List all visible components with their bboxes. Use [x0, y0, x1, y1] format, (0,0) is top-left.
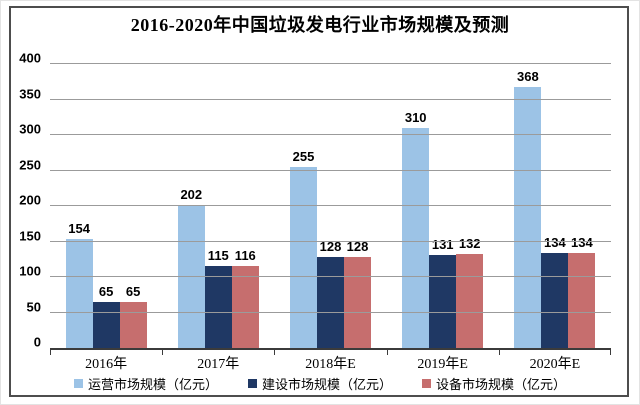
- x-axis-tick: [498, 350, 500, 355]
- bar-value-label: 134: [544, 234, 566, 250]
- y-tick-label-0: 0: [33, 334, 41, 350]
- bar-value-label: 115: [207, 248, 229, 264]
- bar-2017年-建设市场规模（亿元）: [204, 266, 232, 348]
- gridline-50: [50, 311, 611, 313]
- legend-item: 运营市场规模（亿元）: [73, 374, 218, 393]
- bar-value-label: 128: [346, 239, 369, 255]
- y-tick-label-200: 200: [19, 192, 41, 208]
- bar-2018年E-设备市场规模（亿元）: [344, 257, 371, 348]
- x-tick-label-2017年: 2017年: [197, 357, 240, 372]
- legend-label: 设备市场规模（亿元）: [436, 377, 567, 392]
- bar-2018年E-运营市场规模（亿元）: [290, 166, 317, 348]
- gridline-300: [50, 134, 611, 135]
- bar-wrap: 134: [541, 235, 569, 348]
- bar-wrap: 65: [119, 284, 147, 348]
- bar-2016年-设备市场规模（亿元）: [119, 301, 147, 348]
- y-tick-label-50: 50: [26, 299, 41, 314]
- gridline-250: [50, 169, 611, 171]
- bar-value-label: 368: [517, 68, 539, 84]
- x-axis-tick: [386, 350, 388, 355]
- y-tick-label-100: 100: [19, 263, 41, 279]
- bar-groups: 154 65 65 202 115 116 255 128 128 310 131 132 368 134…: [50, 64, 611, 348]
- bar-wrap: 128: [317, 239, 344, 348]
- bar-wrap: 255: [290, 149, 317, 348]
- x-tick-label-2019年E: 2019年E: [417, 357, 468, 372]
- x-axis: 2016年 2017年 2018年E 2019年E 2020年E: [50, 353, 611, 373]
- y-tick-label-400: 400: [19, 50, 41, 66]
- legend: 运营市场规模（亿元） 建设市场规模（亿元） 设备市场规模（亿元）: [1, 374, 639, 393]
- bar-group-2018年E: 255 128 128: [274, 64, 386, 348]
- bar-value-label: 65: [125, 283, 141, 299]
- legend-label: 运营市场规模（亿元）: [87, 377, 218, 392]
- legend-swatch-icon: [422, 379, 431, 388]
- bar-wrap: 115: [204, 248, 232, 348]
- bar-wrap: 131: [429, 237, 457, 348]
- gridline-100: [50, 276, 611, 277]
- gridline-200: [50, 205, 611, 206]
- legend-label: 建设市场规模（亿元）: [261, 377, 392, 392]
- legend-item: 设备市场规模（亿元）: [422, 374, 566, 393]
- bar-wrap: 134: [568, 235, 596, 348]
- gridline-400: [50, 63, 611, 64]
- bar-value-label: 131: [431, 237, 454, 252]
- bar-wrap: 116: [231, 248, 259, 348]
- x-axis-tick: [162, 350, 164, 355]
- bar-wrap: 368: [514, 69, 542, 348]
- bar-2019年E-运营市场规模（亿元）: [402, 127, 430, 348]
- bar-value-label: 65: [98, 283, 114, 299]
- bar-2016年-建设市场规模（亿元）: [92, 301, 120, 348]
- legend-swatch-icon: [73, 379, 83, 388]
- plot-area: 154 65 65 202 115 116 255 128 128 310 131 132 368 134…: [50, 63, 611, 355]
- legend-item: 建设市场规模（亿元）: [247, 374, 392, 393]
- x-tick-label-2018年E: 2018年E: [305, 357, 356, 372]
- bar-group-2016年: 154 65 65: [50, 64, 162, 348]
- bar-wrap: 132: [456, 236, 484, 348]
- bar-value-label: 128: [319, 239, 342, 255]
- y-tick-label-250: 250: [19, 157, 41, 172]
- bar-wrap: 310: [402, 110, 430, 348]
- y-tick-label-350: 350: [19, 86, 41, 101]
- bar-wrap: 154: [65, 221, 93, 348]
- bar-value-label: 154: [68, 220, 90, 236]
- bar-value-label: 132: [458, 236, 481, 252]
- bar-group-2020年E: 368 134 134: [499, 64, 611, 348]
- bar-value-label: 310: [404, 109, 427, 125]
- x-axis-tick: [274, 350, 276, 355]
- gridline-350: [50, 98, 611, 100]
- x-tick-label-2016年: 2016年: [85, 357, 128, 372]
- bar-value-label: 255: [292, 148, 315, 164]
- x-axis-tick: [50, 350, 51, 355]
- bar-2017年-设备市场规模（亿元）: [231, 265, 259, 348]
- bar-2020年E-设备市场规模（亿元）: [568, 252, 596, 348]
- bar-2016年-运营市场规模（亿元）: [65, 238, 93, 348]
- bar-2020年E-建设市场规模（亿元）: [541, 252, 569, 348]
- bar-2019年E-设备市场规模（亿元）: [456, 254, 484, 348]
- x-tick-label-2020年E: 2020年E: [529, 357, 581, 372]
- chart-title: 2016-2020年中国垃圾发电行业市场规模及预测: [130, 15, 510, 35]
- bar-wrap: 65: [92, 284, 120, 348]
- y-tick-label-300: 300: [19, 121, 41, 137]
- bar-2018年E-建设市场规模（亿元）: [317, 257, 344, 348]
- gridline-150: [50, 240, 611, 242]
- bar-value-label: 202: [180, 186, 203, 202]
- bar-value-label: 134: [571, 234, 593, 250]
- x-axis-tick: [610, 350, 611, 355]
- legend-swatch-icon: [247, 379, 257, 388]
- bar-group-2017年: 202 115 116: [162, 64, 274, 348]
- bar-2020年E-运营市场规模（亿元）: [514, 86, 542, 348]
- bar-value-label: 116: [234, 247, 256, 263]
- bar-wrap: 128: [344, 239, 371, 348]
- y-tick-label-150: 150: [19, 228, 41, 243]
- bar-2019年E-建设市场规模（亿元）: [429, 255, 457, 348]
- y-axis: 0 50 100 150 200 250 300 350 400: [3, 51, 45, 350]
- bar-group-2019年E: 310 131 132: [387, 64, 499, 348]
